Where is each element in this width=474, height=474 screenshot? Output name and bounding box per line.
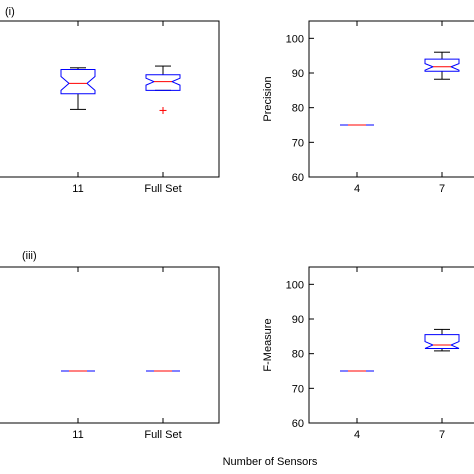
y-tick-label: 80 (292, 349, 304, 361)
y-tick-label: 70 (292, 137, 304, 149)
x-tick-label: 4 (354, 429, 360, 441)
x-tick-label: Full Set (144, 183, 181, 195)
figure-x-axis-label: Number of Sensors (223, 456, 318, 468)
panel-fmeasure-right: 60 70 80 90 100 F-Measure 4 7 (262, 266, 474, 441)
box-full-set (145, 65, 181, 114)
box-body (145, 74, 181, 91)
y-tick-label: 90 (292, 314, 304, 326)
panel-label: (iii) (22, 250, 37, 262)
plot-frame (308, 266, 474, 424)
panel-fmeasure-left: (iii) 11 Full Set (0, 250, 220, 441)
y-tick-label: 60 (292, 418, 304, 430)
plot-frame (0, 266, 220, 424)
panel-precision-left: (i) 11 Full Set (0, 6, 220, 195)
x-tick-label: 11 (72, 429, 83, 441)
y-tick-label: 90 (292, 68, 304, 80)
y-tick-label: 80 (292, 103, 304, 115)
plot-frame (0, 20, 220, 178)
y-tick-label: 70 (292, 383, 304, 395)
x-tick-label: 4 (354, 183, 360, 195)
box-11 (60, 67, 96, 110)
box-7 (424, 51, 460, 80)
box-7 (424, 328, 460, 352)
box-body (424, 334, 460, 349)
outlier-marker (159, 106, 167, 114)
panel-precision-right: 60 70 80 90 100 Precision 4 7 (262, 20, 474, 195)
panel-label: (i) (5, 6, 15, 18)
y-tick-label: 100 (286, 33, 304, 45)
y-tick-label: 100 (286, 279, 304, 291)
y-axis-label: F-Measure (262, 318, 274, 371)
box-body (60, 69, 96, 95)
plot-frame (308, 20, 474, 178)
x-tick-label: Full Set (144, 429, 181, 441)
y-tick-label: 60 (292, 172, 304, 184)
x-tick-label: 11 (72, 183, 83, 195)
box-body (424, 58, 460, 72)
x-tick-label: 7 (439, 429, 445, 441)
x-tick-label: 7 (439, 183, 445, 195)
y-axis-label: Precision (262, 76, 274, 121)
